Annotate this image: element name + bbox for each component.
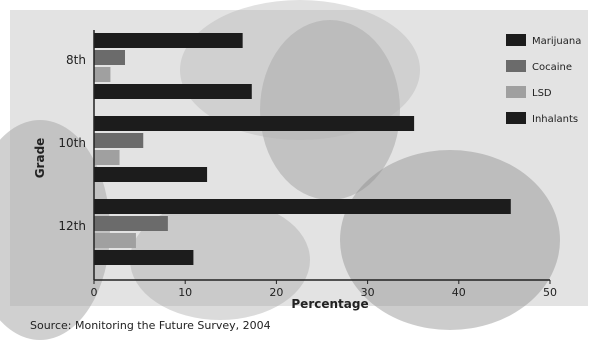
legend-swatch-lsd xyxy=(506,86,526,98)
photo-figure-right xyxy=(340,150,560,330)
bar-inhalants-10th xyxy=(94,167,208,182)
x-tick-label-40: 40 xyxy=(452,286,466,299)
legend-swatch-cocaine xyxy=(506,60,526,72)
x-tick-label-10: 10 xyxy=(178,286,192,299)
x-tick-label-50: 50 xyxy=(543,286,557,299)
bar-lsd-10th xyxy=(94,150,120,165)
x-tick-label-20: 20 xyxy=(269,286,283,299)
bar-lsd-12th xyxy=(94,233,136,248)
x-tick-label-30: 30 xyxy=(361,286,375,299)
legend: Marijuana Cocaine LSD Inhalants xyxy=(506,34,581,125)
bar-marijuana-12th xyxy=(94,199,511,214)
bar-marijuana-8th xyxy=(94,33,243,48)
bar-marijuana-10th xyxy=(94,116,415,131)
legend-label-lsd: LSD xyxy=(532,88,552,99)
legend-swatch-marijuana xyxy=(506,34,526,46)
x-axis-label: Percentage xyxy=(291,297,368,311)
photo-figure-left xyxy=(0,120,110,340)
photo-figure-center xyxy=(260,20,400,200)
y-axis-label: Grade xyxy=(33,138,47,179)
bar-cocaine-10th xyxy=(94,133,144,148)
plot-area xyxy=(94,33,511,265)
x-tick-label-0: 0 xyxy=(91,286,98,299)
photo-figure-bottom xyxy=(130,200,310,320)
legend-label-marijuana: Marijuana xyxy=(532,36,581,47)
y-tick-label-12th: 12th xyxy=(58,219,86,233)
bar-cocaine-12th xyxy=(94,216,168,231)
y-tick-label-10th: 10th xyxy=(58,136,86,150)
legend-swatch-inhalants xyxy=(506,112,526,124)
source-note: Source: Monitoring the Future Survey, 20… xyxy=(30,319,271,332)
bar-inhalants-8th xyxy=(94,84,252,99)
legend-label-cocaine: Cocaine xyxy=(532,62,572,73)
axes: 8th 10th 12th 0 10 20 30 40 50 xyxy=(58,30,557,299)
y-tick-label-8th: 8th xyxy=(66,53,86,67)
bar-lsd-8th xyxy=(94,67,111,82)
bar-cocaine-8th xyxy=(94,50,126,65)
legend-label-inhalants: Inhalants xyxy=(532,114,578,125)
bar-inhalants-12th xyxy=(94,250,194,265)
